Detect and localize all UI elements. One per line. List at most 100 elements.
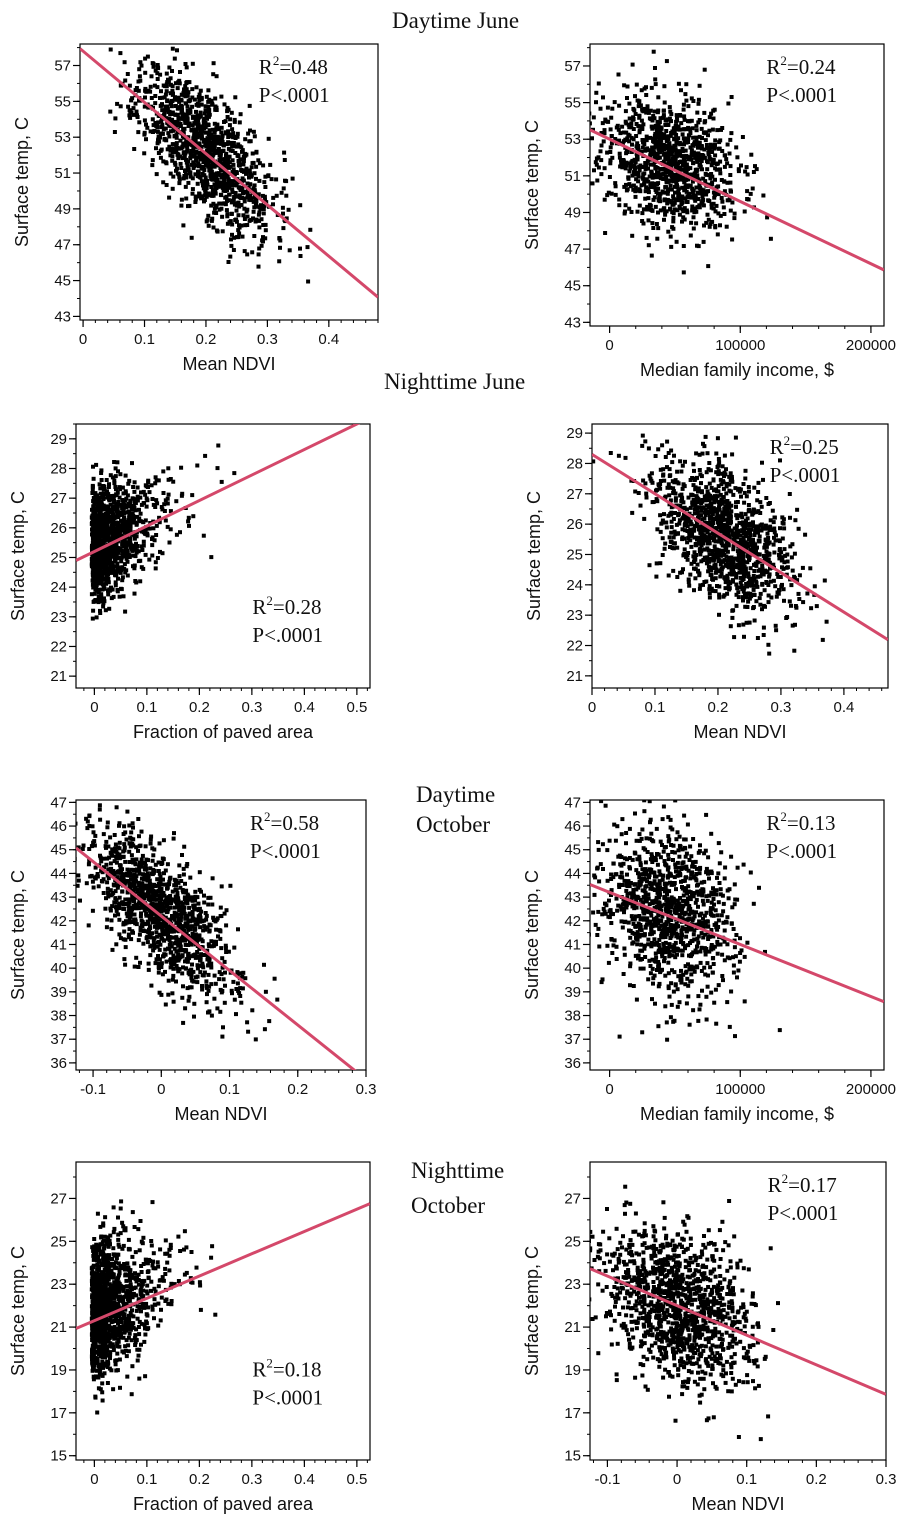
data-point [656, 226, 661, 231]
data-point [677, 518, 682, 523]
data-point [163, 498, 168, 503]
data-point [650, 208, 655, 213]
data-point [782, 598, 786, 603]
data-point [106, 513, 110, 518]
data-point [672, 200, 677, 205]
data-point [729, 474, 734, 479]
data-point [111, 523, 116, 528]
data-point [693, 503, 698, 508]
data-point [706, 569, 711, 574]
data-point [220, 956, 225, 961]
data-point [667, 198, 672, 203]
data-point [738, 487, 743, 492]
data-point [283, 178, 287, 183]
data-point [680, 516, 685, 521]
data-point [134, 521, 139, 526]
data-point [655, 110, 660, 115]
data-point [652, 195, 657, 200]
data-point [138, 511, 143, 516]
data-point [232, 202, 237, 207]
y-tick-label: 23 [50, 609, 67, 626]
data-point [681, 175, 686, 180]
data-point [792, 648, 797, 653]
data-point [724, 512, 729, 517]
data-point [132, 506, 137, 511]
data-point [765, 551, 770, 556]
data-point [676, 141, 681, 146]
data-point [690, 126, 695, 131]
data-point [108, 557, 113, 562]
data-point [682, 142, 686, 147]
data-point [203, 453, 208, 458]
data-point [222, 177, 227, 182]
data-point [651, 162, 656, 167]
data-point [763, 542, 768, 547]
data-point [742, 549, 747, 554]
data-point [196, 115, 201, 120]
data-point [206, 223, 211, 228]
data-point [710, 577, 715, 581]
data-point [144, 504, 149, 509]
data-point [254, 164, 259, 169]
data-point [156, 478, 161, 483]
data-point [205, 141, 209, 146]
data-point [209, 555, 214, 560]
data-point [667, 172, 672, 177]
data-point [220, 149, 225, 154]
data-point [700, 167, 704, 172]
data-point [631, 127, 636, 131]
data-point [694, 451, 699, 456]
data-point [105, 522, 110, 527]
data-point [226, 164, 231, 169]
x-axis-label: Mean NDVI [693, 722, 786, 742]
data-point [632, 108, 637, 113]
data-point [736, 558, 741, 563]
data-point [766, 642, 771, 647]
data-point [691, 135, 696, 140]
data-point [754, 548, 758, 553]
data-point [717, 146, 722, 151]
data-point [94, 551, 99, 556]
data-point [735, 586, 740, 591]
data-point [151, 502, 156, 507]
data-point [268, 162, 273, 167]
data-point [214, 180, 219, 185]
data-point [669, 530, 674, 535]
data-point [718, 159, 723, 164]
data-point [196, 169, 200, 174]
data-point [125, 72, 130, 76]
data-point [661, 467, 666, 472]
data-point [90, 557, 95, 561]
data-point [748, 594, 753, 599]
data-point [99, 550, 104, 555]
data-point [662, 512, 666, 517]
data-point [129, 98, 134, 103]
data-point [103, 569, 108, 574]
data-point [221, 157, 226, 162]
data-point [278, 245, 282, 250]
data-point [666, 482, 671, 487]
data-point [162, 893, 167, 898]
data-point [191, 114, 195, 119]
data-point [127, 512, 132, 517]
data-point [92, 585, 97, 589]
data-point [633, 112, 638, 116]
data-point [118, 567, 123, 572]
data-point [271, 195, 276, 200]
data-point [748, 539, 753, 544]
data-point [698, 539, 703, 544]
data-point [627, 139, 632, 144]
data-point [102, 536, 107, 541]
data-point [643, 165, 648, 170]
x-tick-label: 100000 [715, 337, 765, 354]
data-point [226, 185, 231, 190]
data-point [192, 121, 197, 126]
data-point [637, 130, 642, 135]
data-point [170, 92, 175, 97]
data-point [142, 501, 147, 505]
data-point [164, 183, 169, 187]
data-point [155, 77, 160, 81]
data-point [698, 524, 703, 529]
data-point [160, 95, 165, 100]
data-point [684, 82, 689, 87]
